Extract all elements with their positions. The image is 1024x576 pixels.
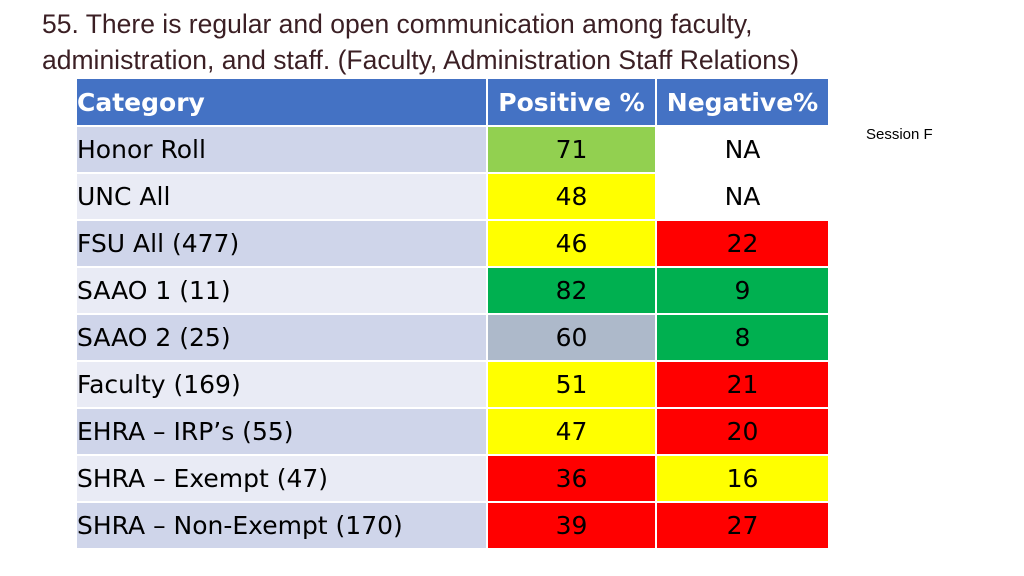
table-row: UNC All 48 NA bbox=[75, 172, 830, 221]
category-cell: UNC All bbox=[75, 172, 488, 221]
header-category: Category bbox=[75, 77, 488, 127]
positive-cell: 60 bbox=[486, 313, 657, 362]
positive-cell: 36 bbox=[486, 454, 657, 503]
table-header-row: Category Positive % Negative% bbox=[75, 77, 830, 127]
positive-cell: 47 bbox=[486, 407, 657, 456]
negative-cell: NA bbox=[655, 172, 830, 221]
negative-cell: 20 bbox=[655, 407, 830, 456]
slide-title-line-1: 55. There is regular and open communicat… bbox=[42, 9, 753, 39]
category-cell: SAAO 2 (25) bbox=[75, 313, 488, 362]
table-row: SHRA – Exempt (47) 36 16 bbox=[75, 454, 830, 503]
positive-cell: 39 bbox=[486, 501, 657, 550]
table-row: SHRA – Non-Exempt (170) 39 27 bbox=[75, 501, 830, 550]
session-note: Session F bbox=[866, 126, 933, 143]
category-cell: FSU All (477) bbox=[75, 219, 488, 268]
results-table: Category Positive % Negative% Honor Roll… bbox=[75, 77, 830, 550]
header-negative: Negative% bbox=[655, 77, 830, 127]
table-row: Faculty (169) 51 21 bbox=[75, 360, 830, 409]
table-row: SAAO 1 (11) 82 9 bbox=[75, 266, 830, 315]
positive-cell: 48 bbox=[486, 172, 657, 221]
category-cell: SHRA – Non-Exempt (170) bbox=[75, 501, 488, 550]
table-row: FSU All (477) 46 22 bbox=[75, 219, 830, 268]
category-cell: EHRA – IRP’s (55) bbox=[75, 407, 488, 456]
category-cell: SAAO 1 (11) bbox=[75, 266, 488, 315]
negative-cell: NA bbox=[655, 125, 830, 174]
table-row: SAAO 2 (25) 60 8 bbox=[75, 313, 830, 362]
negative-cell: 22 bbox=[655, 219, 830, 268]
negative-cell: 9 bbox=[655, 266, 830, 315]
category-cell: Honor Roll bbox=[75, 125, 488, 174]
positive-cell: 82 bbox=[486, 266, 657, 315]
table-row: EHRA – IRP’s (55) 47 20 bbox=[75, 407, 830, 456]
header-positive: Positive % bbox=[486, 77, 657, 127]
negative-cell: 16 bbox=[655, 454, 830, 503]
positive-cell: 71 bbox=[486, 125, 657, 174]
table-row: Honor Roll 71 NA bbox=[75, 125, 830, 174]
positive-cell: 46 bbox=[486, 219, 657, 268]
negative-cell: 21 bbox=[655, 360, 830, 409]
category-cell: SHRA – Exempt (47) bbox=[75, 454, 488, 503]
negative-cell: 8 bbox=[655, 313, 830, 362]
negative-cell: 27 bbox=[655, 501, 830, 550]
slide-title-line-2: administration, and staff. (Faculty, Adm… bbox=[42, 45, 800, 75]
category-cell: Faculty (169) bbox=[75, 360, 488, 409]
positive-cell: 51 bbox=[486, 360, 657, 409]
slide-title: 55. There is regular and open communicat… bbox=[42, 6, 942, 78]
